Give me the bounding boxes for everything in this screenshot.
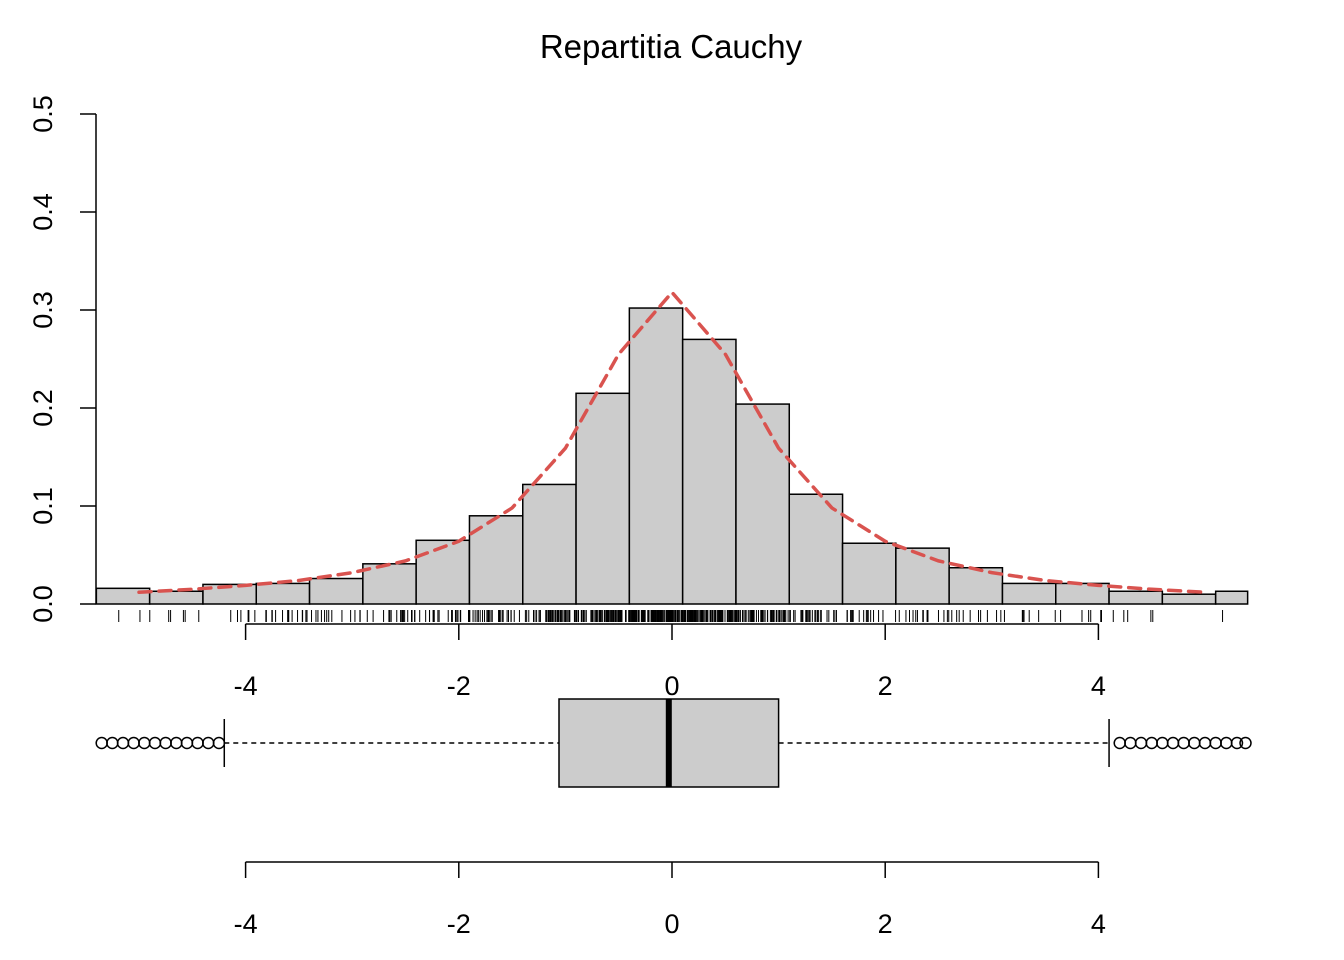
outlier-point [148, 736, 162, 750]
y-tick-label: 0.3 [28, 291, 58, 329]
outlier-point [1188, 736, 1201, 750]
outlier-point [170, 736, 183, 750]
outlier-point [1209, 736, 1222, 750]
y-tick-label: 0.1 [28, 487, 58, 525]
histogram-bar [1001, 582, 1057, 605]
x-axis-histogram: -4 -2 0 2 4 [234, 623, 1106, 701]
outlier-point [1177, 736, 1190, 750]
histogram-bar [735, 403, 791, 605]
outlier-point [1134, 736, 1148, 750]
density-line [137, 289, 1207, 594]
y-tick-label: 0.5 [28, 95, 58, 133]
outlier-point [212, 736, 226, 750]
histogram-bar [841, 542, 897, 605]
rug-marks [118, 610, 1224, 622]
y-tick-label: 0.4 [28, 193, 58, 231]
histogram-bar [1161, 593, 1217, 605]
outlier-point [127, 736, 140, 750]
x-tick-label: 2 [878, 909, 893, 939]
outlier-point [1230, 736, 1244, 750]
outlier-point [1220, 736, 1233, 750]
outlier-point [138, 736, 151, 750]
histogram-bar [415, 539, 471, 605]
histogram-bar [255, 582, 311, 605]
x-tick-label: 4 [1091, 909, 1106, 939]
outlier-point [106, 736, 119, 750]
outlier-point [95, 736, 108, 750]
outlier-point [116, 736, 130, 750]
x-tick-label: 2 [878, 671, 893, 701]
outlier-point [180, 736, 194, 750]
outlier-point [202, 736, 215, 750]
x-tick-label: -2 [447, 671, 471, 701]
boxplot [95, 698, 1252, 788]
density-curve [137, 289, 1207, 594]
histogram-bar [575, 392, 631, 605]
outlier-point [159, 736, 172, 750]
histogram-bar [148, 590, 204, 605]
histogram-bar [308, 577, 364, 605]
y-tick-label: 0.2 [28, 389, 58, 427]
outlier-point [1113, 736, 1126, 750]
histogram-bar [522, 483, 577, 605]
outlier-point [1145, 736, 1158, 750]
x-tick-label: -2 [447, 909, 471, 939]
outlier-point [1166, 736, 1180, 750]
x-axis-boxplot: -4 -2 0 2 4 [234, 861, 1106, 939]
outlier-point [1156, 736, 1169, 750]
x-tick-label: -4 [234, 909, 258, 939]
outlier-point [191, 736, 204, 750]
chart-title: Repartitia Cauchy [540, 28, 803, 65]
histogram-bar [1214, 590, 1249, 605]
histogram-bars [95, 307, 1249, 605]
outlier-point [1124, 736, 1137, 750]
y-axis: 0.0 0.1 0.2 0.3 0.4 0.5 [28, 95, 97, 623]
x-tick-label: 4 [1091, 671, 1106, 701]
outlier-point [1198, 736, 1212, 750]
x-tick-label: -4 [234, 671, 258, 701]
x-tick-label: 0 [664, 671, 679, 701]
y-tick-label: 0.0 [28, 585, 58, 623]
outlier-point [1239, 736, 1252, 750]
histogram-bar [681, 338, 737, 605]
x-tick-label: 0 [664, 909, 679, 939]
histogram-bar [1108, 590, 1164, 605]
histogram-bar [628, 307, 684, 605]
histogram-bar [895, 547, 950, 605]
